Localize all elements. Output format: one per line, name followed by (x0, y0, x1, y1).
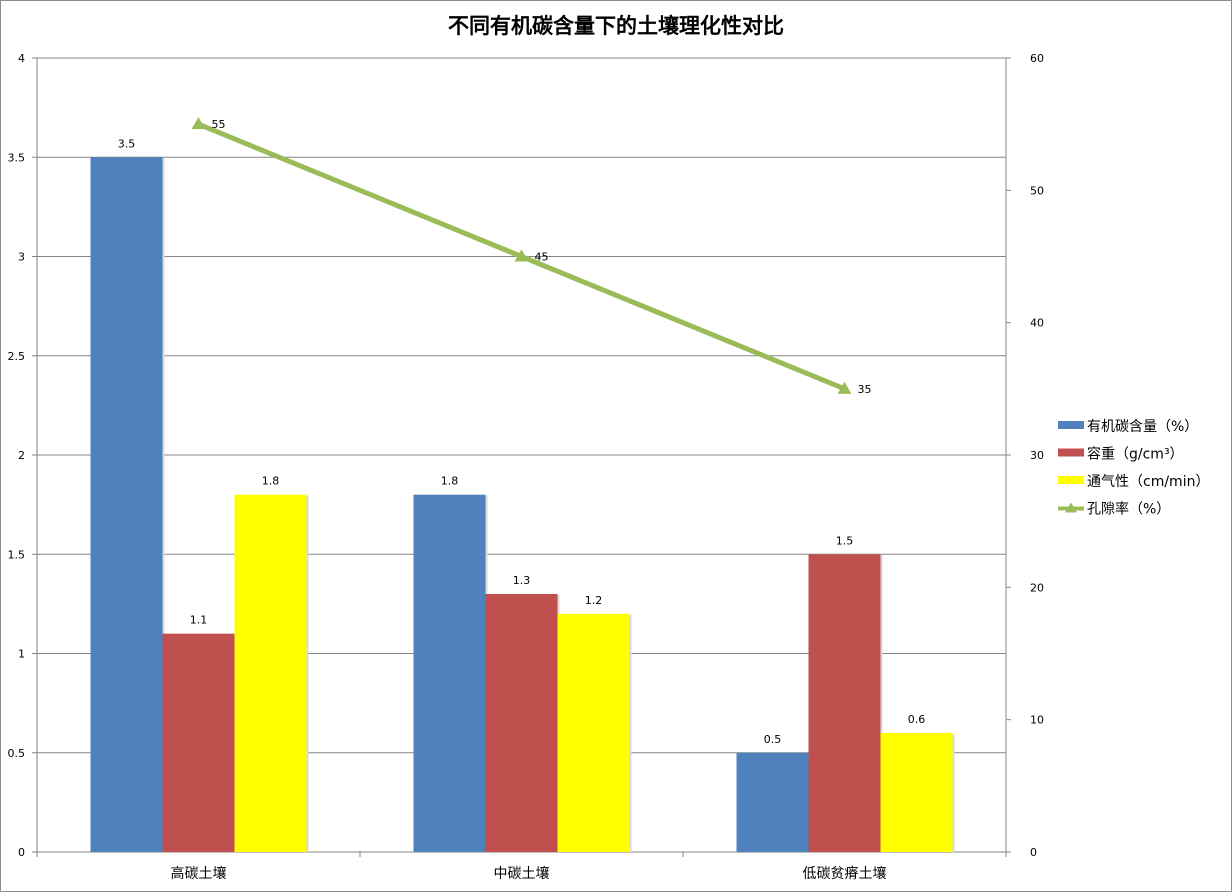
right-tick-label: 10 (1030, 714, 1044, 727)
left-tick-label: 1 (18, 648, 25, 661)
bar (413, 494, 486, 852)
bar (808, 554, 881, 852)
bar-data-label: 1.5 (836, 534, 854, 547)
left-tick-label: 2.5 (8, 350, 26, 363)
bar (234, 494, 307, 852)
category-label: 高碳土壤 (171, 865, 227, 882)
legend-swatch (1058, 421, 1084, 429)
left-tick-label: 3.5 (8, 151, 26, 164)
left-tick-label: 0.5 (8, 747, 26, 760)
legend-swatch (1058, 476, 1084, 484)
bar-data-label: 1.3 (513, 574, 531, 587)
right-tick-label: 20 (1030, 581, 1044, 594)
bar-data-label: 1.2 (585, 594, 603, 607)
category-label: 低碳贫瘠土壤 (803, 865, 887, 882)
line-data-label: 45 (535, 251, 549, 264)
bar-data-label: 1.8 (441, 475, 459, 488)
bar (880, 732, 953, 852)
bar-data-label: 0.5 (764, 733, 782, 746)
bar-data-label: 1.1 (190, 614, 208, 627)
legend-label: 孔隙率（%） (1087, 501, 1170, 518)
right-tick-label: 60 (1030, 52, 1044, 65)
left-tick-label: 4 (18, 52, 25, 65)
line-marker (837, 381, 852, 394)
right-tick-label: 50 (1030, 184, 1044, 197)
left-tick-label: 1.5 (8, 548, 26, 561)
line-data-label: 55 (212, 118, 226, 131)
bar-data-label: 3.5 (118, 137, 136, 150)
legend-label: 容重（g/cm³） (1087, 446, 1184, 463)
line-data-label: 35 (858, 383, 872, 396)
right-tick-label: 30 (1030, 449, 1044, 462)
legend-label: 通气性（cm/min） (1087, 474, 1209, 490)
bar (736, 752, 809, 852)
left-tick-label: 0 (18, 846, 25, 859)
bar-data-label: 1.8 (262, 475, 280, 488)
chart-title: 不同有机碳含量下的土壤理化性对比 (448, 14, 784, 38)
bar-data-label: 0.6 (908, 713, 926, 726)
category-label: 中碳土壤 (494, 865, 550, 882)
bar (485, 593, 558, 852)
right-tick-label: 0 (1030, 846, 1037, 859)
bar (162, 633, 235, 852)
right-tick-label: 40 (1030, 317, 1044, 330)
legend-marker (1065, 502, 1077, 513)
left-tick-label: 2 (18, 449, 25, 462)
legend-label: 有机碳含量（%） (1087, 419, 1198, 435)
line-marker (514, 249, 529, 262)
left-tick-label: 3 (18, 251, 25, 264)
bar (557, 613, 630, 852)
line-marker (191, 117, 206, 130)
legend-swatch (1058, 448, 1084, 457)
bar (90, 157, 163, 852)
